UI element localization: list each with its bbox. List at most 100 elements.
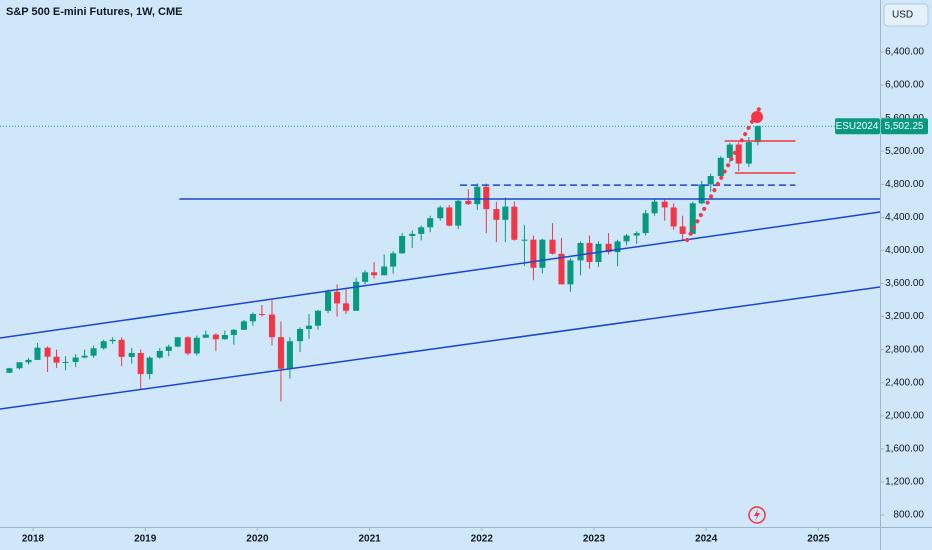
candle-body <box>230 329 237 336</box>
candle-body <box>72 357 79 362</box>
y-tick-label: 4,000.00 <box>885 245 924 256</box>
candle-body <box>193 337 200 354</box>
candle-body <box>670 207 677 227</box>
candle-body <box>502 206 509 220</box>
candle-body <box>530 239 537 268</box>
candle-body <box>137 352 144 375</box>
y-tick-label: 5,200.00 <box>885 146 924 157</box>
candle-body <box>427 218 434 228</box>
candle-body <box>353 281 360 311</box>
symbol-label: ESU2024 <box>836 121 879 132</box>
candle-body <box>707 176 714 185</box>
x-tick-label: 2021 <box>358 534 381 545</box>
candle-body <box>577 242 584 261</box>
candle-body <box>165 346 172 351</box>
candle-body <box>549 239 556 254</box>
candle-body <box>521 239 528 241</box>
candle-body <box>371 272 378 276</box>
candle-body <box>586 242 593 263</box>
candle-body <box>689 203 696 234</box>
candle-body <box>745 142 752 164</box>
x-tick-label: 2025 <box>807 534 830 545</box>
candle-body <box>81 355 88 358</box>
candle-body <box>258 314 265 316</box>
candle-body <box>325 291 332 311</box>
candle-body <box>6 368 13 373</box>
candle-body <box>633 233 640 236</box>
candle-body <box>25 359 32 363</box>
candle-body <box>754 126 761 143</box>
currency-label: USD <box>892 10 913 21</box>
candle-body <box>437 207 444 219</box>
candle-body <box>362 272 369 282</box>
y-tick-label: 2,000.00 <box>885 410 924 421</box>
candle-body <box>249 314 256 322</box>
candle-body <box>446 207 453 226</box>
y-tick-label: 1,200.00 <box>885 477 924 488</box>
y-tick-label: 4,800.00 <box>885 179 924 190</box>
candle-body <box>614 241 621 253</box>
plot <box>0 104 881 410</box>
candle-body <box>455 200 462 226</box>
candle-body <box>118 339 125 357</box>
candle-body <box>642 213 649 234</box>
candle-body <box>717 157 724 177</box>
candle-body <box>465 200 472 205</box>
x-tick-label: 2024 <box>695 534 718 545</box>
lightning-icon[interactable] <box>748 506 766 524</box>
candle-body <box>661 201 668 208</box>
candle-body <box>305 325 313 329</box>
symbol-tag <box>835 118 880 135</box>
y-tick-label: 6,000.00 <box>885 80 924 91</box>
candle-body <box>399 235 406 254</box>
price-tag <box>881 118 928 135</box>
candle-body <box>735 144 742 164</box>
candle-body <box>128 352 135 357</box>
trend-line <box>685 104 763 243</box>
candle-body <box>221 335 228 340</box>
x-tick-label: 2022 <box>471 534 494 545</box>
candle-body <box>109 339 116 342</box>
alert-marker[interactable] <box>751 110 764 123</box>
candle-body <box>156 350 163 358</box>
candle-body <box>698 184 705 204</box>
candle-body <box>286 341 293 369</box>
y-tick-label: 800.00 <box>893 510 924 521</box>
currency-button[interactable] <box>883 3 929 27</box>
trend-line <box>0 286 881 410</box>
candle-body <box>296 328 304 342</box>
candle-body <box>184 337 191 354</box>
candle-body <box>44 347 51 357</box>
candle-body <box>343 303 350 311</box>
candle-body <box>100 341 107 349</box>
candle-body <box>174 337 181 347</box>
candle-body <box>334 291 341 304</box>
candle-body <box>34 347 41 360</box>
candle-body <box>240 321 247 330</box>
y-tick-label: 2,800.00 <box>885 344 924 355</box>
candle-body <box>409 233 416 236</box>
x-tick-label: 2023 <box>583 534 606 545</box>
x-tick-label: 2019 <box>134 534 157 545</box>
candle-body <box>679 226 686 234</box>
x-tick-label: 2020 <box>246 534 269 545</box>
candle-body <box>418 227 425 234</box>
candle-body <box>202 334 209 338</box>
candle-body <box>726 144 733 158</box>
candle-body <box>539 239 546 268</box>
candle-body <box>567 260 574 285</box>
price-label: 5,502.25 <box>885 121 924 132</box>
candle-body <box>16 362 23 369</box>
candle-body <box>146 357 153 375</box>
candle-body <box>623 235 630 242</box>
candle-body <box>277 337 284 369</box>
candle-body <box>651 201 658 214</box>
candle-body <box>90 348 97 356</box>
candle-body <box>381 266 388 276</box>
y-tick-label: 4,400.00 <box>885 212 924 223</box>
candle-body <box>62 361 69 363</box>
y-tick-label: 2,400.00 <box>885 377 924 388</box>
